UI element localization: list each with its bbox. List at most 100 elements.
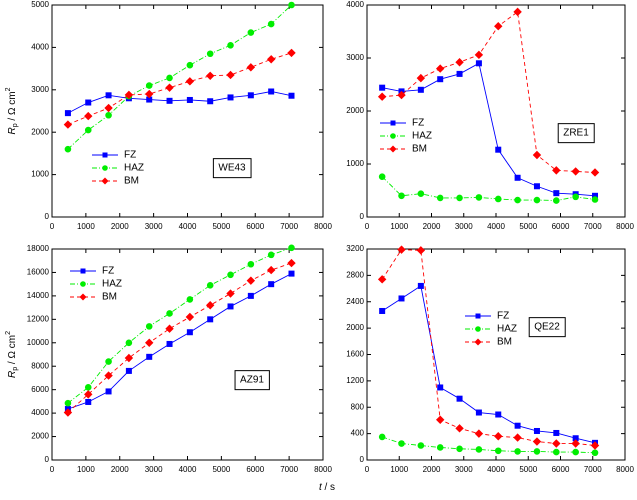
marker: [437, 384, 444, 391]
marker: [226, 289, 235, 298]
marker: [288, 270, 295, 277]
x-tick-label: 6000: [552, 465, 570, 474]
x-tick-label: 7000: [280, 465, 298, 474]
annotation: AZ91: [240, 375, 264, 386]
series-line: [67, 262, 292, 413]
marker: [378, 433, 386, 441]
marker: [437, 76, 444, 83]
marker: [514, 448, 521, 455]
plot-frame: [366, 248, 626, 461]
marker: [379, 84, 386, 91]
y-tick-label: 2000: [346, 106, 364, 115]
marker: [533, 427, 540, 434]
marker: [456, 445, 463, 453]
marker: [227, 303, 234, 310]
marker: [145, 89, 154, 99]
marker: [513, 7, 522, 17]
marker: [124, 353, 134, 363]
y-tick-label: 2400: [346, 297, 364, 306]
y-tick-label: 1000: [346, 159, 364, 168]
x-tick-label: 3000: [455, 465, 473, 474]
series-line: [67, 52, 292, 125]
x-tick-label: 6000: [246, 465, 264, 474]
annotation-box: [234, 370, 270, 391]
marker: [268, 281, 275, 288]
marker: [494, 21, 503, 31]
y-tick-label: 12000: [27, 314, 50, 323]
marker: [227, 41, 234, 49]
marker: [572, 193, 579, 201]
y-label-symbol: R: [7, 371, 18, 378]
x-tick-label: 5000: [212, 222, 230, 231]
marker: [435, 64, 445, 73]
marker: [397, 90, 406, 100]
marker: [166, 74, 173, 82]
x-tick-label: 4000: [179, 222, 197, 231]
x-tick-label: 1000: [77, 222, 95, 231]
series-line: [67, 247, 292, 404]
x-tick-label: 8000: [616, 465, 634, 474]
x-tick-label: 0: [50, 222, 55, 231]
marker: [553, 429, 560, 436]
series-line: [382, 62, 596, 197]
marker: [207, 316, 214, 323]
marker: [64, 110, 71, 117]
marker: [417, 442, 425, 449]
marker: [533, 196, 541, 204]
y-axis-label: Rp / Ω cm2: [5, 87, 19, 134]
marker: [125, 367, 132, 374]
y-tick-label: 2000: [31, 127, 49, 136]
marker: [571, 439, 580, 448]
marker: [207, 98, 214, 105]
marker: [533, 183, 540, 190]
y-label-superscript: 2: [5, 331, 12, 335]
legend-label: HAZ: [412, 131, 432, 142]
y-tick-label: 5000: [31, 0, 49, 9]
legend-marker: [101, 177, 109, 185]
y-tick-label: 10000: [27, 338, 50, 347]
marker: [532, 437, 542, 446]
x-tick-label: 4000: [487, 465, 505, 474]
annotation-box: [557, 123, 595, 144]
marker: [64, 399, 72, 407]
marker: [514, 422, 521, 429]
marker: [227, 94, 234, 101]
x-tick-label: 6000: [552, 222, 570, 231]
annotation: WE43: [218, 163, 246, 174]
legend-label: HAZ: [124, 163, 144, 174]
legend-label: HAZ: [102, 279, 122, 290]
marker: [84, 384, 92, 391]
marker: [84, 390, 93, 399]
marker: [397, 245, 406, 254]
marker: [267, 20, 275, 28]
x-tick-label: 0: [365, 222, 370, 231]
marker: [591, 196, 599, 203]
y-tick-label: 0: [360, 212, 365, 221]
series-line: [67, 273, 292, 410]
marker: [166, 97, 173, 104]
legend-label: HAZ: [497, 324, 517, 335]
marker: [398, 192, 405, 200]
x-tick-label: 3000: [145, 222, 163, 231]
x-tick-label: 0: [50, 465, 55, 474]
marker: [84, 126, 92, 134]
y-axis-label: Rp / Ω cm2: [5, 331, 19, 378]
marker: [205, 71, 215, 81]
marker: [206, 50, 214, 58]
marker: [377, 92, 387, 101]
x-tick-label: 7000: [584, 222, 602, 231]
marker: [417, 86, 424, 93]
x-axis-label: t / s: [319, 482, 335, 493]
legend-label: FZ: [124, 150, 136, 161]
y-tick-label: 0: [45, 455, 50, 464]
marker: [105, 388, 112, 395]
y-label-symbol: R: [7, 127, 18, 134]
marker: [105, 111, 112, 119]
marker: [247, 92, 254, 99]
marker: [146, 353, 153, 360]
x-tick-label: 2000: [111, 465, 129, 474]
series-line: [381, 249, 596, 446]
x-tick-label: 5000: [519, 222, 537, 231]
marker: [591, 449, 599, 457]
x-tick-label: 5000: [519, 465, 537, 474]
